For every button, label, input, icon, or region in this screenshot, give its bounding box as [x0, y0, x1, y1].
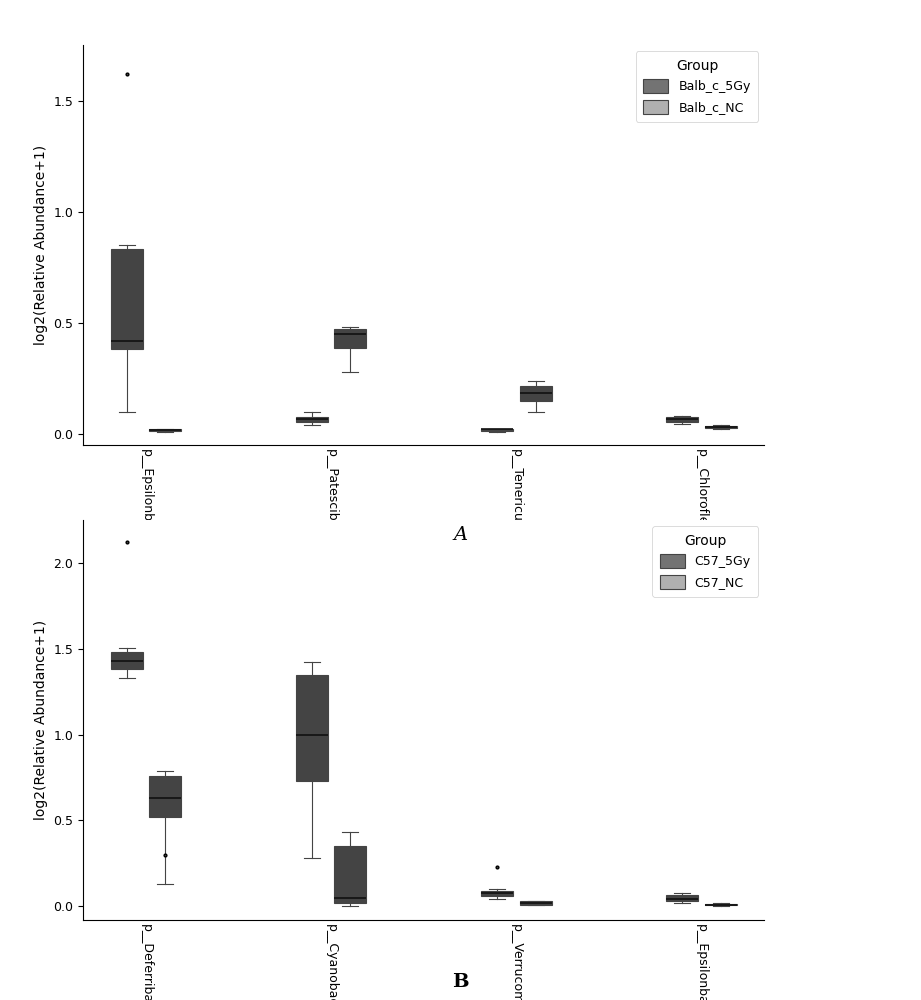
PathPatch shape — [666, 895, 698, 901]
PathPatch shape — [111, 652, 143, 669]
PathPatch shape — [111, 249, 143, 349]
PathPatch shape — [705, 426, 737, 428]
PathPatch shape — [666, 417, 698, 422]
PathPatch shape — [481, 429, 513, 431]
PathPatch shape — [334, 329, 367, 348]
Text: A: A — [453, 526, 468, 544]
Y-axis label: log2(Relative Abundance+1): log2(Relative Abundance+1) — [33, 620, 48, 820]
Legend: Balb_c_5Gy, Balb_c_NC: Balb_c_5Gy, Balb_c_NC — [635, 51, 758, 122]
PathPatch shape — [149, 429, 181, 431]
PathPatch shape — [519, 901, 552, 905]
PathPatch shape — [705, 904, 737, 905]
PathPatch shape — [296, 675, 328, 781]
Legend: C57_5Gy, C57_NC: C57_5Gy, C57_NC — [652, 526, 758, 597]
Text: B: B — [452, 973, 469, 991]
Y-axis label: log2(Relative Abundance+1): log2(Relative Abundance+1) — [33, 145, 48, 345]
PathPatch shape — [519, 386, 552, 401]
PathPatch shape — [149, 776, 181, 817]
PathPatch shape — [481, 891, 513, 896]
PathPatch shape — [334, 846, 367, 903]
PathPatch shape — [296, 417, 328, 422]
